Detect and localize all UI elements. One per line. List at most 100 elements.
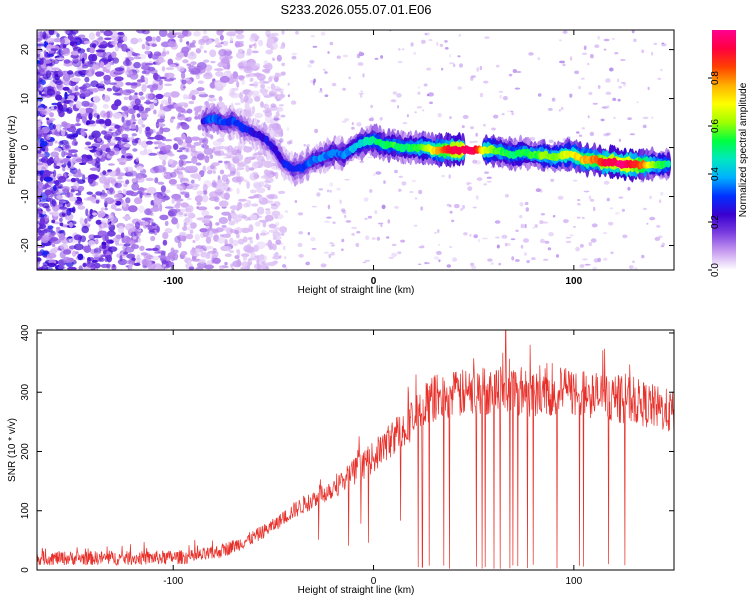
noise-blob — [60, 243, 69, 251]
noise-blob — [253, 182, 262, 190]
noise-blob — [600, 118, 605, 122]
noise-blob — [402, 122, 408, 125]
noise-blob — [117, 157, 128, 164]
noise-blob — [262, 64, 270, 69]
noise-blob — [214, 37, 220, 45]
noise-blob — [332, 221, 336, 224]
noise-blob — [69, 101, 74, 107]
noise-blob — [61, 121, 68, 128]
noise-blob — [284, 255, 287, 260]
noise-blob — [250, 252, 257, 260]
noise-blob — [388, 256, 395, 259]
noise-blob — [660, 68, 663, 72]
noise-blob — [41, 110, 48, 115]
noise-blob — [330, 251, 335, 256]
noise-blob — [658, 235, 663, 239]
noise-blob — [597, 257, 601, 263]
noise-blob — [127, 108, 136, 115]
noise-blob — [326, 189, 330, 193]
noise-blob — [197, 114, 202, 120]
noise-blob — [575, 246, 580, 252]
noise-blob — [579, 244, 584, 248]
noise-blob — [37, 129, 44, 135]
noise-blob — [123, 119, 133, 127]
noise-blob — [173, 169, 180, 174]
noise-blob — [569, 55, 573, 59]
noise-blob — [470, 75, 476, 78]
noise-blob — [583, 45, 587, 51]
noise-blob — [73, 169, 80, 173]
noise-blob — [362, 261, 367, 264]
noise-blob — [449, 62, 455, 65]
noise-blob — [272, 236, 277, 241]
noise-blob — [603, 133, 610, 137]
noise-blob — [322, 68, 326, 72]
noise-blob — [627, 186, 631, 191]
noise-blob — [515, 229, 519, 232]
noise-blob — [205, 70, 212, 77]
noise-blob — [84, 107, 94, 114]
noise-blob — [603, 180, 610, 185]
noise-blob — [588, 91, 593, 96]
noise-blob — [266, 33, 274, 37]
noise-blob — [119, 161, 126, 165]
noise-blob — [364, 217, 368, 220]
noise-blob — [264, 183, 268, 187]
noise-blob — [51, 102, 59, 106]
noise-blob — [38, 230, 45, 237]
noise-blob — [251, 65, 260, 69]
noise-blob — [657, 77, 662, 81]
noise-blob — [143, 148, 148, 154]
spectrogram-frame — [36, 29, 675, 271]
noise-blob — [320, 31, 326, 36]
noise-blob — [528, 52, 534, 56]
noise-blob — [205, 236, 212, 244]
noise-blob — [437, 113, 442, 118]
noise-blob — [53, 106, 57, 110]
noise-blob — [338, 135, 342, 138]
noise-blob — [391, 243, 397, 247]
noise-blob — [37, 252, 42, 255]
noise-blob — [313, 78, 316, 83]
noise-blob — [494, 220, 501, 224]
noise-blob — [218, 145, 225, 150]
noise-blob — [188, 100, 195, 105]
noise-blob — [90, 80, 99, 88]
noise-blob — [64, 30, 70, 35]
noise-blob — [204, 155, 210, 164]
noise-blob — [122, 35, 128, 42]
noise-blob — [78, 34, 86, 38]
noise-blob — [345, 220, 352, 223]
noise-blob — [560, 106, 564, 111]
noise-blob — [56, 158, 64, 164]
noise-blob — [115, 180, 125, 184]
noise-blob — [583, 190, 590, 193]
noise-blob — [145, 45, 151, 51]
noise-blob — [67, 109, 73, 114]
noise-blob — [249, 79, 253, 82]
noise-blob — [190, 146, 196, 153]
noise-blob — [241, 253, 250, 258]
noise-blob — [46, 134, 51, 141]
noise-blob — [265, 177, 274, 184]
noise-blob — [209, 154, 214, 160]
noise-blob — [87, 120, 96, 125]
noise-blob — [339, 199, 342, 204]
noise-blob — [227, 174, 232, 177]
noise-blob — [181, 79, 187, 85]
noise-blob — [96, 137, 102, 143]
noise-blob — [81, 225, 89, 234]
noise-blob — [369, 189, 373, 193]
noise-blob — [386, 236, 390, 239]
noise-blob — [132, 148, 138, 152]
noise-blob — [620, 81, 626, 84]
noise-blob — [100, 60, 105, 69]
noise-blob — [209, 230, 213, 239]
noise-blob — [238, 146, 243, 152]
noise-blob — [60, 49, 71, 57]
noise-blob — [39, 56, 44, 65]
noise-blob — [342, 210, 347, 215]
noise-blob — [147, 136, 156, 140]
noise-blob — [217, 236, 226, 244]
noise-blob — [248, 196, 256, 199]
